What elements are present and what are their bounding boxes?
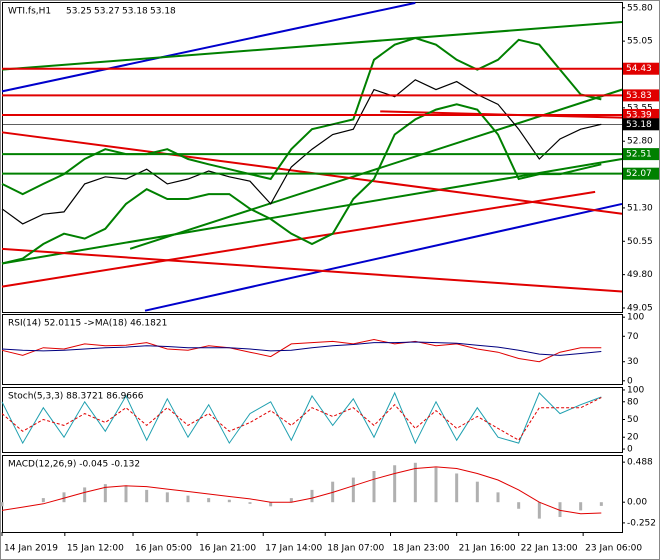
trend-line [1,190,596,288]
x-tick-label: 23 Jan 06:00 [585,544,642,554]
y-tick-label: 30 [627,357,639,367]
level-box [623,118,659,131]
y-tick-label: 52.80 [627,137,653,147]
histogram-bar [289,498,293,503]
y-tick-label: 50 [627,415,639,425]
ohlc-value: 53.27 [94,7,120,17]
histogram-bar [41,498,45,503]
x-tick-label: 15 Jan 12:00 [67,544,124,554]
level-box [623,89,659,102]
level-box [623,167,659,180]
histogram-bar [145,489,149,503]
y-tick-label: 50.55 [627,237,653,247]
histogram-bar [103,484,107,503]
histogram-bar [537,502,541,519]
x-tick-label: 21 Jan 16:00 [459,544,516,554]
y-tick-label: 20 [627,433,639,443]
y-tick-label: 49.80 [627,270,653,280]
histogram-bar [599,502,603,506]
level-label: 52.51 [626,150,652,160]
histogram-bar [455,473,459,503]
histogram-bar [475,481,479,503]
x-tick-label: 14 Jan 2019 [4,544,58,554]
histogram-bar [496,492,500,503]
x-tick-label: 16 Jan 21:00 [199,544,256,554]
level-box [623,108,659,121]
ohlc-value: 53.18 [150,7,176,17]
level-label: 52.07 [626,169,652,179]
series-line [1,466,602,515]
trend-line [144,202,623,312]
y-tick-label: 0.00 [627,498,647,508]
level-box [623,62,659,75]
histogram-bar [124,485,128,503]
y-tick-label: 80 [627,397,639,407]
y-tick-label: 100 [627,313,644,323]
histogram-bar [372,471,376,503]
series-line [1,36,602,196]
histogram-bar [558,502,562,517]
histogram-bar [579,502,583,511]
histogram-bar [83,487,87,503]
panel-title: MACD(12,26,9) -0.045 -0.132 [8,460,140,470]
panel-title: WTI.fs,H1 [8,7,51,17]
histogram-bar [186,495,190,503]
y-tick-label: 70 [627,332,639,342]
histogram-bar [248,502,252,504]
histogram-bar [413,462,417,503]
rsi-panel [2,314,623,385]
series-line [1,338,602,363]
histogram-bar [393,465,397,503]
x-tick-label: 18 Jan 23:00 [393,544,450,554]
histogram-bar [517,502,521,509]
histogram-bar [351,477,355,503]
y-tick-label: 51.30 [627,203,653,213]
ohlc-value: 53.25 [66,7,92,17]
y-tick-label: 53.55 [627,103,653,113]
x-tick-label: 17 Jan 14:00 [265,544,322,554]
histogram-bar [227,499,231,503]
level-label: 53.18 [626,120,652,130]
y-tick-label: 55.80 [627,3,653,13]
panel-title: Stoch(5,3,3) 88.3721 86.9666 [8,392,144,402]
x-tick-label: 16 Jan 05:00 [135,544,192,554]
histogram-bar [269,502,273,507]
x-tick-label: 22 Jan 13:00 [521,544,578,554]
histogram-bar [207,498,211,503]
histogram-bar [0,502,4,507]
y-tick-label: 55.05 [627,37,653,47]
series-line [1,397,602,441]
histogram-bar [62,492,66,503]
y-tick-label: -0.252 [627,518,656,528]
trend-line [1,247,623,293]
y-tick-label: 0 [627,376,633,386]
panel-title: RSI(14) 52.0115 ->MA(18) 46.1821 [8,319,167,329]
level-label: 53.83 [626,91,652,101]
series-line [1,341,602,356]
histogram-bar [310,489,314,503]
level-label: 53.39 [626,110,652,120]
series-line [1,79,602,225]
trend-line [1,21,623,71]
series-line [1,103,602,265]
histogram-bar [165,492,169,503]
trend-line [1,158,623,265]
x-tick-label: 18 Jan 07:00 [327,544,384,554]
trend-line [1,1,416,93]
histogram-bar [434,467,438,503]
level-box [623,148,659,161]
y-tick-label: 49.05 [627,303,653,313]
series-line [1,391,602,445]
ohlc-value: 53.18 [122,7,148,17]
y-tick-label: 0.488 [627,458,653,468]
y-tick-label: 100 [627,385,644,395]
level-label: 54.43 [626,64,652,74]
main-panel [2,2,623,313]
y-tick-label: 0 [627,445,633,455]
